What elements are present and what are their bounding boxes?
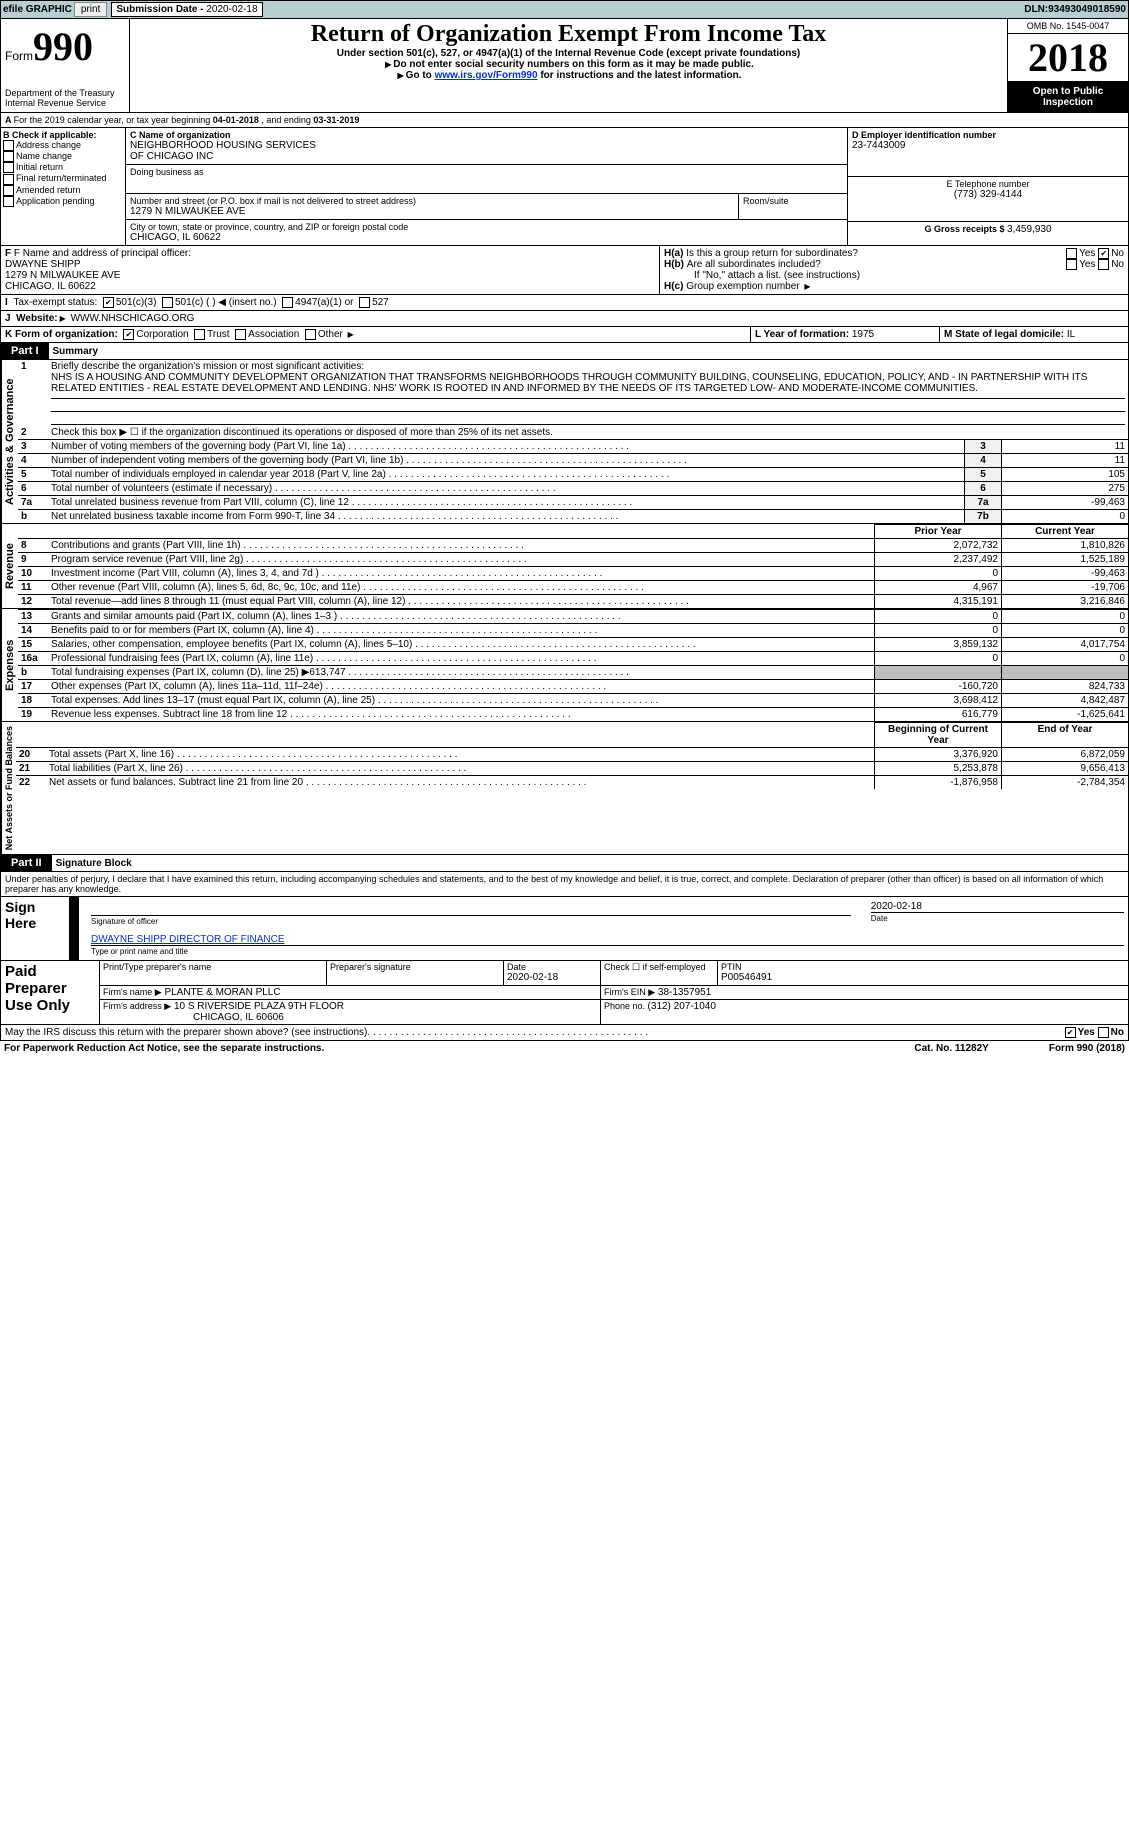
dln-label: DLN: xyxy=(1024,4,1048,15)
phone: (773) 329-4144 xyxy=(852,189,1124,200)
tax-year: 2018 xyxy=(1008,34,1128,82)
mission-text: NHS IS A HOUSING AND COMMUNITY DEVELOPME… xyxy=(51,372,1087,394)
vert-activities: Activities & Governance xyxy=(1,360,18,523)
print-button[interactable]: print xyxy=(74,2,107,17)
efile-label: efile GRAPHIC xyxy=(3,4,72,15)
top-header: efile GRAPHIC print Submission Date - 20… xyxy=(0,0,1129,19)
irs-link[interactable]: www.irs.gov/Form990 xyxy=(435,70,538,81)
perjury-declaration: Under penalties of perjury, I declare th… xyxy=(0,872,1129,897)
main-title: Return of Organization Exempt From Incom… xyxy=(132,21,1005,48)
part-i-header: Part I Summary xyxy=(0,343,1129,360)
section-a: A For the 2019 calendar year, or tax yea… xyxy=(0,113,1129,128)
ein: 23-7443009 xyxy=(852,140,1124,151)
submission-date-box: Submission Date - 2020-02-18 xyxy=(111,2,262,17)
section-b: B Check if applicable: Address change Na… xyxy=(1,128,126,245)
title-block: Form990 Department of the Treasury Inter… xyxy=(0,19,1129,113)
footer: For Paperwork Reduction Act Notice, see … xyxy=(0,1041,1129,1056)
dln-value: 93493049018590 xyxy=(1048,4,1126,15)
